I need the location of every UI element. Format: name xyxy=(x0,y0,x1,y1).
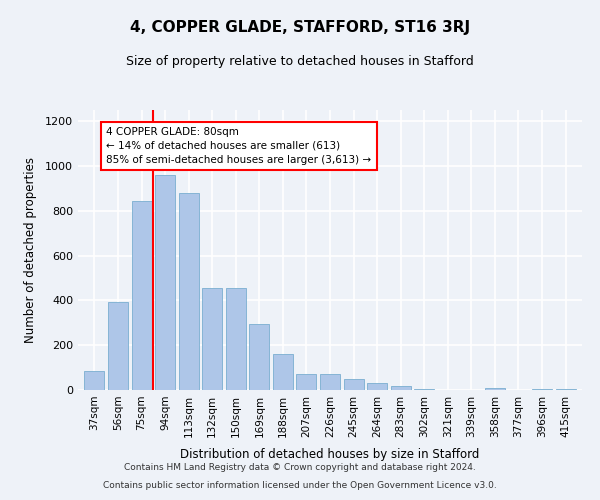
Text: 4 COPPER GLADE: 80sqm
← 14% of detached houses are smaller (613)
85% of semi-det: 4 COPPER GLADE: 80sqm ← 14% of detached … xyxy=(106,127,371,165)
Bar xyxy=(485,388,505,390)
Bar xyxy=(131,200,152,390)
Bar xyxy=(226,288,246,390)
Text: Size of property relative to detached houses in Stafford: Size of property relative to detached ho… xyxy=(126,55,474,68)
Bar xyxy=(414,389,434,390)
Bar xyxy=(179,193,199,390)
Y-axis label: Number of detached properties: Number of detached properties xyxy=(23,157,37,343)
Bar xyxy=(532,389,552,390)
Bar xyxy=(556,389,575,390)
Bar xyxy=(155,175,175,390)
Bar xyxy=(250,324,269,390)
Bar xyxy=(344,379,364,390)
Bar xyxy=(202,288,222,390)
Bar xyxy=(320,374,340,390)
Bar xyxy=(367,382,387,390)
Bar xyxy=(85,371,104,390)
Text: 4, COPPER GLADE, STAFFORD, ST16 3RJ: 4, COPPER GLADE, STAFFORD, ST16 3RJ xyxy=(130,20,470,35)
Text: Contains public sector information licensed under the Open Government Licence v3: Contains public sector information licen… xyxy=(103,481,497,490)
Bar xyxy=(273,354,293,390)
Bar xyxy=(296,374,316,390)
Bar xyxy=(108,302,128,390)
X-axis label: Distribution of detached houses by size in Stafford: Distribution of detached houses by size … xyxy=(181,448,479,461)
Text: Contains HM Land Registry data © Crown copyright and database right 2024.: Contains HM Land Registry data © Crown c… xyxy=(124,464,476,472)
Bar xyxy=(391,386,410,390)
